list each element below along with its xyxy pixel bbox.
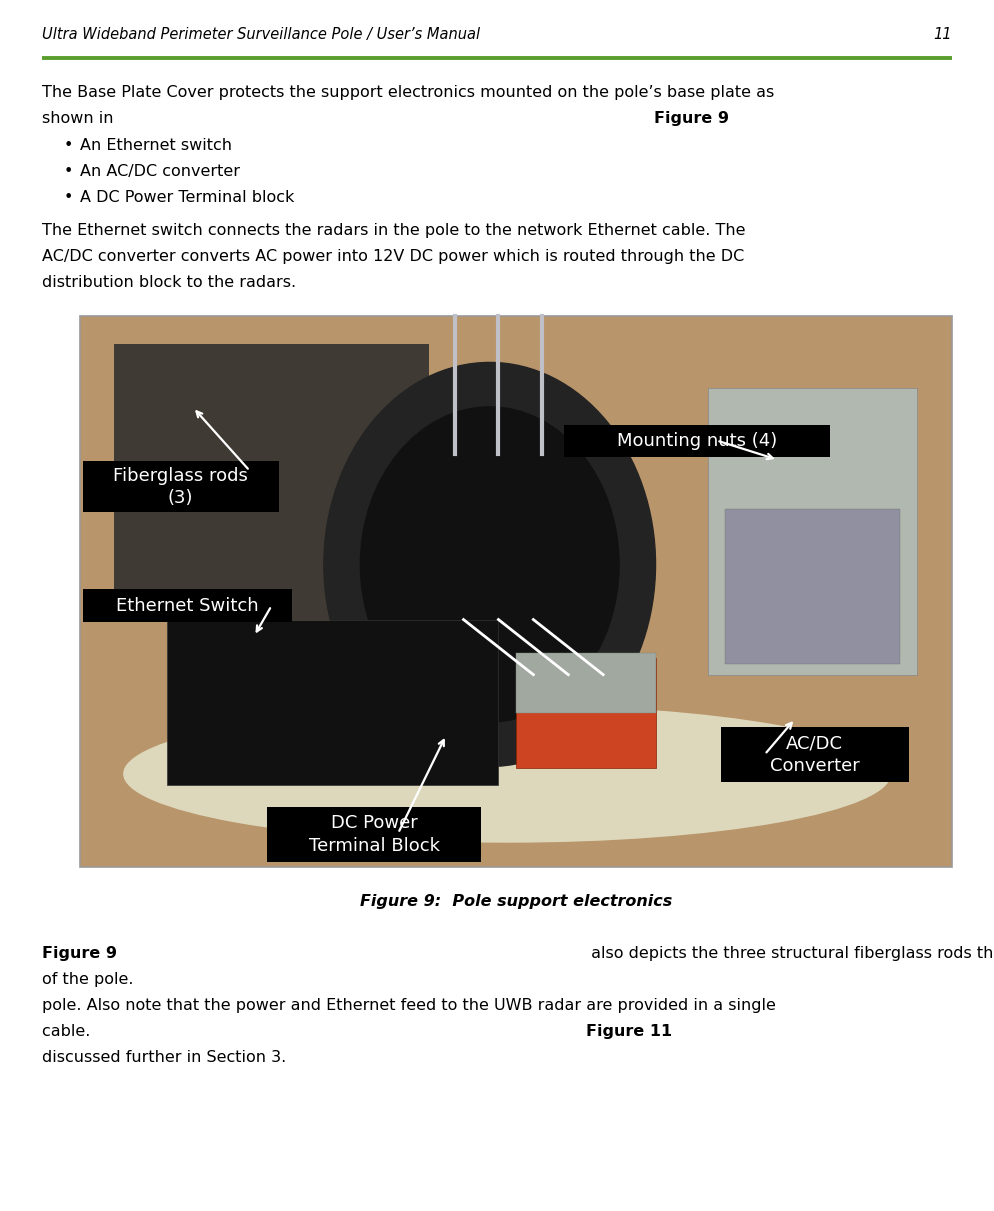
Bar xyxy=(721,727,909,782)
Text: An AC/DC converter: An AC/DC converter xyxy=(80,165,240,179)
Text: distribution block to the radars.: distribution block to the radars. xyxy=(42,275,296,289)
Text: •: • xyxy=(64,190,73,205)
Text: Figure 11: Figure 11 xyxy=(585,1025,672,1039)
Text: Ultra Wideband Perimeter Surveillance Pole / User’s Manual: Ultra Wideband Perimeter Surveillance Po… xyxy=(42,27,480,41)
Text: DC Power
Terminal Block: DC Power Terminal Block xyxy=(308,814,439,855)
Text: Figure 9: Figure 9 xyxy=(42,946,116,962)
Bar xyxy=(83,590,292,622)
Text: Fiberglass rods
(3): Fiberglass rods (3) xyxy=(113,466,248,507)
Bar xyxy=(83,461,279,512)
Text: cable.: cable. xyxy=(42,1025,100,1039)
Text: pole. Also note that the power and Ethernet feed to the UWB radar are provided i: pole. Also note that the power and Ether… xyxy=(42,998,775,1014)
Bar xyxy=(516,653,655,713)
Bar xyxy=(167,620,498,785)
Text: of the pole.: of the pole. xyxy=(42,972,143,987)
Text: •: • xyxy=(64,165,73,179)
Text: also depicts the three structural fiberglass rods that extend from the Base to t: also depicts the three structural fiberg… xyxy=(585,946,994,962)
Bar xyxy=(516,658,655,768)
Bar xyxy=(80,316,952,867)
Text: •: • xyxy=(64,138,73,153)
Text: Ethernet Switch: Ethernet Switch xyxy=(116,597,258,615)
Ellipse shape xyxy=(123,705,892,843)
Text: 11: 11 xyxy=(933,27,952,41)
Bar xyxy=(726,510,900,664)
Circle shape xyxy=(361,407,619,722)
Text: The Base Plate Cover protects the support electronics mounted on the pole’s base: The Base Plate Cover protects the suppor… xyxy=(42,85,774,99)
Text: A DC Power Terminal block: A DC Power Terminal block xyxy=(80,190,294,205)
Bar xyxy=(114,344,428,620)
Text: AC/DC converter converts AC power into 12V DC power which is routed through the : AC/DC converter converts AC power into 1… xyxy=(42,248,744,264)
Text: Figure 9: Figure 9 xyxy=(654,111,729,126)
Text: The Ethernet switch connects the radars in the pole to the network Ethernet cabl: The Ethernet switch connects the radars … xyxy=(42,223,746,237)
Bar xyxy=(267,807,481,862)
Bar xyxy=(708,388,917,675)
Text: Mounting nuts (4): Mounting nuts (4) xyxy=(617,432,777,450)
Text: discussed further in Section 3.: discussed further in Section 3. xyxy=(42,1050,296,1066)
Text: AC/DC
Converter: AC/DC Converter xyxy=(770,734,860,775)
Text: An Ethernet switch: An Ethernet switch xyxy=(80,138,232,153)
Bar xyxy=(564,425,830,457)
Text: Figure 9:  Pole support electronics: Figure 9: Pole support electronics xyxy=(360,894,672,909)
Text: shown in: shown in xyxy=(42,111,118,126)
Circle shape xyxy=(324,362,655,767)
